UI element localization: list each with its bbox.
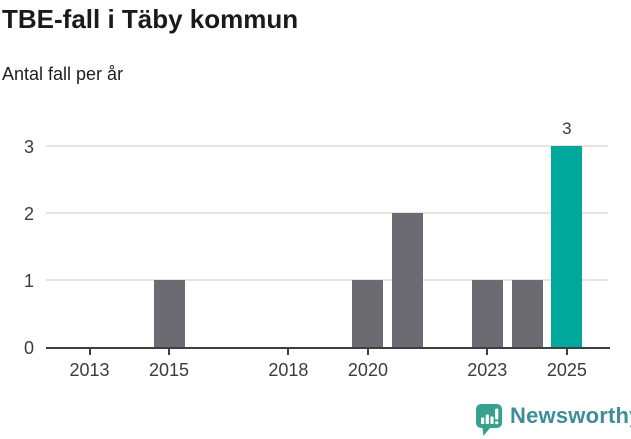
chart-subtitle: Antal fall per år: [2, 64, 124, 84]
newsworthy-logo-icon: [476, 404, 502, 436]
bar-2023: [471, 280, 503, 347]
x-tick-2025: [565, 349, 568, 355]
y-axis-label-2: 2: [23, 204, 34, 224]
bar-2015: [153, 280, 185, 347]
x-tick-2023: [486, 349, 489, 355]
bar-2020: [352, 280, 384, 347]
x-axis-label-2023: 2023: [467, 360, 508, 380]
brand-name: Newsworthy: [510, 403, 631, 428]
y-axis-label-0: 0: [23, 338, 34, 358]
x-axis-label-2018: 2018: [268, 360, 309, 380]
gridline-y3: [46, 145, 608, 147]
bar-2025: [551, 146, 583, 347]
data-label-2025: 3: [562, 119, 572, 138]
y-axis-label-1: 1: [23, 271, 34, 291]
x-axis-label-2025: 2025: [546, 360, 587, 380]
x-tick-2015: [168, 349, 171, 355]
brand-footer-link[interactable]: Newsworthy: [476, 402, 631, 436]
x-axis-label-2013: 2013: [69, 360, 110, 380]
bar-2024: [511, 280, 543, 347]
gridline-y2: [46, 212, 608, 214]
x-axis-line: [46, 347, 610, 349]
x-tick-2020: [366, 349, 369, 355]
x-axis-label-2015: 2015: [149, 360, 190, 380]
x-tick-2013: [88, 349, 91, 355]
gridline-y1: [46, 279, 608, 281]
y-axis-label-3: 3: [23, 137, 34, 157]
chart-title: TBE-fall i Täby kommun: [2, 4, 299, 34]
bar-2021: [392, 213, 424, 347]
x-tick-2018: [287, 349, 290, 355]
x-axis-label-2020: 2020: [347, 360, 388, 380]
plot-area: 0 1 2 3 2013 2015 2018 2020 2023 2025 3: [23, 119, 610, 380]
